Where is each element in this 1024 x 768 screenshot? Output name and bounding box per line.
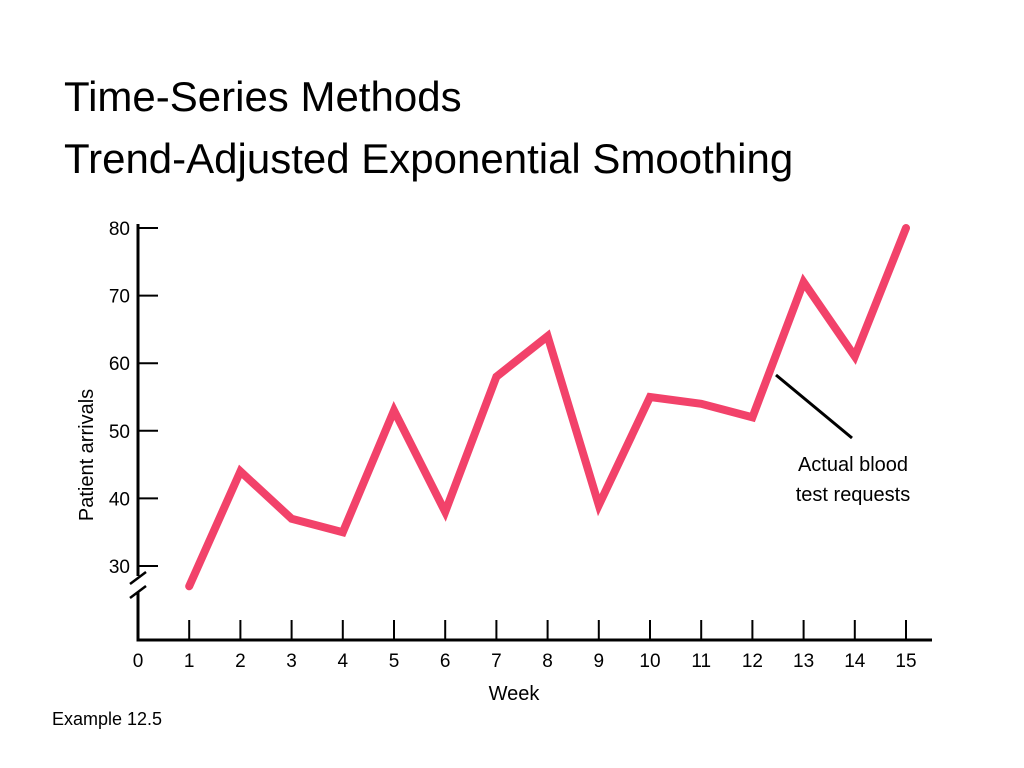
- x-tick-label: 4: [338, 651, 349, 672]
- x-tick-label: 8: [542, 651, 553, 672]
- annotation-text-line-1: Actual blood: [798, 454, 908, 476]
- x-tick-label: 11: [691, 651, 711, 672]
- title-line-2: Trend-Adjusted Exponential Smoothing: [64, 135, 794, 182]
- x-tick-label: 9: [594, 651, 605, 672]
- slide-title: Time-Series Methods Trend-Adjusted Expon…: [64, 66, 793, 190]
- x-tick-label: 6: [440, 651, 451, 672]
- y-tick-label: 50: [109, 422, 130, 443]
- y-axis-break-mark: [129, 585, 147, 599]
- y-axis-title: Patient arrivals: [76, 389, 98, 521]
- footnote: Example 12.5: [52, 709, 163, 729]
- x-tick-label: 0: [133, 651, 144, 672]
- y-tick-label: 30: [109, 557, 130, 578]
- y-axis-break-mark: [129, 571, 147, 585]
- chart-series: [185, 224, 910, 591]
- chart-annotations: Actual blood test requests: [775, 373, 911, 506]
- series-line: [185, 224, 910, 591]
- x-tick-label: 1: [184, 651, 195, 672]
- annotation-text-line-2: test requests: [796, 484, 911, 506]
- x-tick-label: 3: [286, 651, 297, 672]
- y-tick-label: 60: [109, 354, 130, 375]
- x-tick-label: 7: [491, 651, 502, 672]
- chart-axes: [129, 224, 932, 642]
- x-tick-label: 5: [389, 651, 400, 672]
- x-tick-label: 13: [793, 651, 814, 672]
- x-tick-label: 10: [639, 651, 660, 672]
- y-tick-label: 70: [109, 287, 130, 308]
- y-tick-label: 40: [109, 489, 130, 510]
- x-tick-label: 12: [742, 651, 763, 672]
- x-tick-label: 15: [895, 651, 916, 672]
- x-tick-label: 14: [844, 651, 866, 672]
- y-tick-label: 80: [109, 219, 130, 240]
- title-line-1: Time-Series Methods: [64, 73, 462, 120]
- x-axis-title: Week: [489, 683, 541, 705]
- annotation-leader-line: [775, 373, 853, 440]
- x-tick-label: 2: [235, 651, 246, 672]
